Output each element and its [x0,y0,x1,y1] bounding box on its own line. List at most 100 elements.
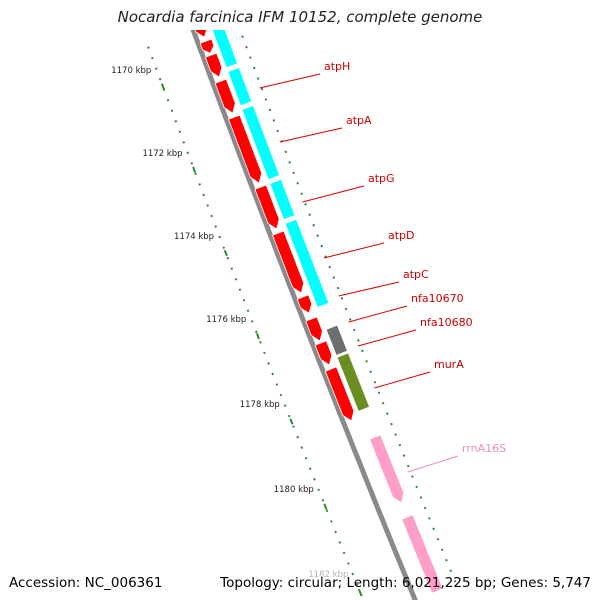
gene-leader-line-atph [259,73,321,89]
scale-major-tick [160,83,165,90]
hypothetical-block [325,324,349,356]
scale-dot-right [449,569,453,573]
scale-dot-right [402,454,406,457]
scale-dot-left [300,446,304,449]
scale-dot-left [194,172,197,176]
cds-arrow-red-10 [314,340,333,366]
gene-label-mura: murA [434,358,464,371]
scale-dot-right [276,129,280,133]
scale-dot-left [292,425,295,428]
scale-dot-left [242,298,246,302]
scale-dot-right [377,391,381,395]
scale-dot-left [154,67,158,70]
cds-arrow-red-4 [214,78,236,114]
gene-label-nfa10670: nfa10670 [411,292,464,305]
scale-dot-right [423,506,427,510]
scale-label: 1172 kbp [142,149,182,159]
scale-dot-right [336,286,340,290]
scale-dot-right [332,276,336,279]
scale-dot-left [226,256,230,260]
scale-dot-left [246,309,250,313]
cds-arrow-red-7 [271,230,305,294]
scale-dot-right [256,77,260,80]
scale-dot-right [369,370,373,374]
scale-dot-left [347,562,350,565]
scale-dot-right [284,150,288,154]
cds-arrow-red-3 [204,52,223,78]
scale-dot-right [340,297,344,300]
scale-dot-right [316,234,319,237]
scale-dot-left [186,151,190,155]
scale-dot-left [238,288,242,291]
scale-dot-left [263,351,266,355]
scale-dot-left [158,77,162,81]
scale-dot-right [440,548,444,552]
scale-major-tick [323,503,328,510]
scale-dot-left [275,383,279,386]
scale-dot-left [283,404,287,407]
scale-dot-right [381,401,385,405]
scale-dot-right [320,244,324,248]
scale-dot-left [317,488,320,492]
scale-label: 1180 kbp [274,485,314,495]
cds-arrow-red-8 [296,294,313,314]
scale-dot-right [304,202,307,206]
scale-dot-left [271,372,275,376]
scale-major-tick [255,333,260,340]
scale-dot-right [312,223,315,227]
scale-dot-left [313,477,316,481]
scale-dot-right [453,579,457,583]
scale-dot-left [214,225,217,228]
gene-label-nfa10680: nfa10680 [420,316,473,329]
scale-major-tick [289,418,294,425]
scale-dot-right [300,192,303,196]
scale-dot-left [218,235,222,239]
cds-block-cyan-2 [227,66,253,107]
cds-block-cyan-4 [269,178,296,221]
scale-dot-left [296,435,299,439]
gene-leader-line-mura [374,371,431,389]
scale-dot-right [352,328,356,332]
cds-arrow-red-5 [227,114,263,184]
scale-dot-left [190,162,194,165]
scale-dot-left [334,530,337,534]
scale-dot-right [308,213,311,216]
scale-dot-right [394,433,397,436]
scale-dot-right [357,339,360,342]
gene-label-rrna16s: rrnA16S [462,442,506,455]
scale-dot-left [166,98,170,102]
gene-label-atpc: atpC [403,268,429,281]
scale-dot-right [428,517,431,520]
scale-dot-right [272,119,276,122]
scale-dot-left [210,214,213,218]
gene-label-atph: atpH [324,60,350,73]
rrna-arrow-1 [368,434,405,504]
scale-dot-right [415,485,418,489]
scale-dot-left [330,520,333,523]
scale-dot-right [361,349,364,353]
scale-dot-right [268,108,272,112]
scale-dot-left [178,130,182,134]
gene-leader-line-nfa10680 [357,329,417,347]
gene-leader-line-atpd [323,242,385,259]
genome-backbone [190,30,418,600]
scale-label: 1170 kbp [111,66,151,76]
scale-dot-left [182,141,186,144]
scale-dot-right [344,307,348,311]
scale-dot-right [432,527,435,531]
scale-dot-right [264,98,268,101]
scale-dot-left [250,320,254,323]
scale-dot-left [151,56,154,60]
mura-block [336,352,371,412]
scale-major-tick [192,166,197,173]
scale-dot-left [267,362,270,365]
scale-dot-left [325,509,329,513]
scale-dot-right [419,496,423,499]
scale-dot-right [406,464,410,468]
scale-dot-left [147,46,150,49]
scale-dot-right [292,171,295,175]
scale-dot-right [288,161,291,164]
gene-leader-line-atpc [338,281,400,297]
cds-block-faded [211,30,219,33]
